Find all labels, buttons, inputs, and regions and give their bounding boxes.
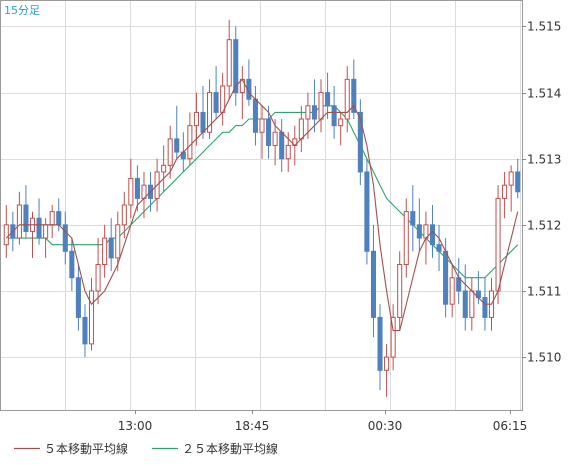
candle-up — [187, 125, 193, 160]
candle-up — [449, 277, 455, 305]
candle-down — [200, 111, 206, 133]
candle-up — [161, 164, 167, 173]
candle-up — [397, 264, 403, 318]
candle-down — [351, 78, 357, 113]
candle-down — [364, 171, 370, 252]
candle-up — [285, 144, 291, 160]
candle-down — [410, 211, 416, 226]
candle-up — [49, 211, 55, 226]
x-tick-label: 18:45 — [235, 419, 270, 433]
candle-down — [62, 224, 68, 252]
candle-down — [482, 297, 488, 318]
candle-up — [115, 224, 121, 259]
axis-layer: 1.515 1.514 1.513 1.512 1.511 1.510 13:00 18:45… — [118, 20, 562, 434]
candle-down — [75, 277, 81, 318]
candle-up — [272, 131, 278, 146]
candle-up — [502, 184, 508, 199]
candle-up — [305, 105, 311, 120]
candle-up — [384, 356, 390, 371]
candle-up — [469, 290, 475, 318]
candle-up — [167, 138, 173, 166]
candle-up — [508, 171, 514, 186]
candle-down — [515, 171, 521, 193]
candle-up — [207, 92, 213, 133]
candle-up — [88, 290, 95, 345]
candle-down — [134, 178, 140, 199]
candle-up — [298, 118, 304, 140]
candle-up — [121, 204, 127, 226]
candle-down — [416, 224, 422, 239]
y-tick-label: 1.513 — [527, 153, 561, 167]
candle-down — [174, 138, 180, 153]
candle-up — [338, 118, 344, 127]
y-tick-label: 1.512 — [527, 219, 561, 233]
candle-up — [403, 211, 409, 266]
candle-up — [344, 78, 350, 120]
candle-up — [16, 204, 22, 239]
candle-up — [128, 178, 134, 206]
candle-down — [69, 250, 75, 279]
x-tick-label: 13:00 — [118, 419, 153, 433]
candle-up — [95, 264, 101, 292]
candle-down — [443, 250, 449, 305]
candle-down — [36, 217, 42, 239]
candle-down — [56, 211, 62, 226]
candle-down — [436, 244, 442, 252]
candle-up — [3, 224, 9, 246]
candle-down — [252, 98, 258, 133]
candle-down — [377, 316, 383, 371]
candle-down — [325, 92, 331, 107]
candle-down — [213, 92, 219, 113]
candle-down — [82, 316, 88, 345]
candle-down — [462, 290, 468, 318]
y-tick-label: 1.510 — [527, 351, 561, 365]
candle-down — [429, 224, 436, 246]
ma5-layer — [5, 78, 519, 332]
grid-layer — [0, 0, 522, 410]
legend-label-ma25: ２５本移動平均線 — [182, 441, 278, 456]
candle-down — [311, 105, 317, 120]
candle-up — [495, 197, 501, 292]
candle-up — [318, 92, 324, 120]
legend: ５本移動平均線 ２５本移動平均線 — [14, 441, 278, 456]
plot-frame — [0, 0, 523, 411]
ma5-line — [5, 78, 519, 332]
x-tick-label: 00:30 — [368, 419, 403, 433]
candle-up — [193, 111, 199, 127]
y-tick-label: 1.515 — [527, 20, 561, 34]
y-tick-label: 1.511 — [527, 285, 561, 299]
candle-down — [370, 250, 377, 318]
candle-down — [279, 131, 285, 160]
candle-up — [226, 39, 232, 87]
candle-down — [23, 204, 29, 232]
legend-label-ma5: ５本移動平均線 — [44, 441, 128, 456]
candle-down — [233, 39, 239, 94]
candle-up — [102, 237, 108, 266]
candle-up — [259, 118, 265, 133]
candle-up — [390, 316, 396, 358]
timeframe-label: 15分足 — [4, 4, 40, 17]
y-tick-label: 1.514 — [527, 87, 561, 101]
x-tick-label: 06:15 — [493, 419, 528, 433]
candle-down — [266, 118, 272, 146]
candle-down — [357, 111, 363, 173]
candle-down — [108, 237, 114, 259]
candle-down — [331, 105, 337, 127]
candle-up — [43, 224, 49, 239]
